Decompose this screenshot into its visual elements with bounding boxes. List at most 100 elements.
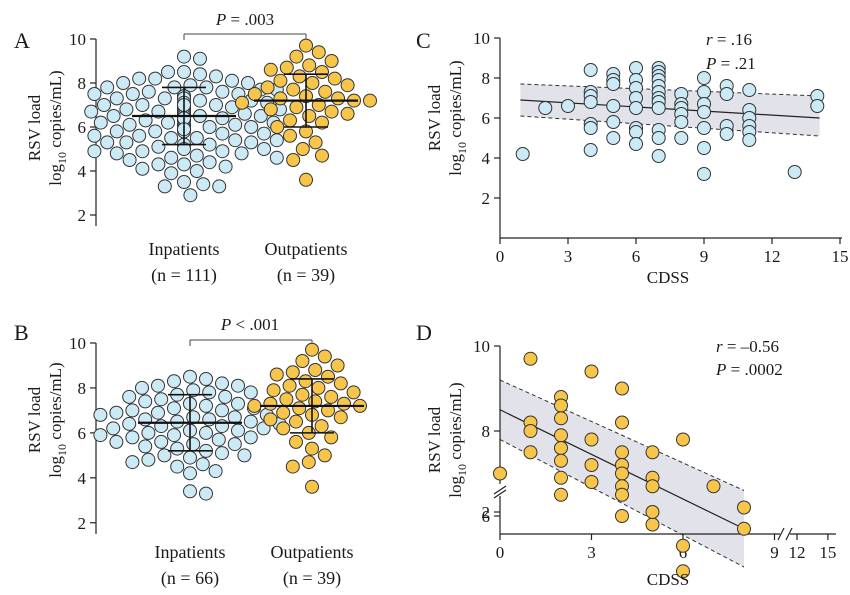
panel-b-point-g0-31 <box>106 421 121 436</box>
panel-a-point-g0-104 <box>183 188 198 203</box>
panel-c-point-15 <box>606 131 621 145</box>
panel-c-point-61 <box>810 99 825 113</box>
panel-a-point-g0-40 <box>84 104 99 119</box>
panel-a-point-g0-31 <box>135 98 150 112</box>
panel-a-point-g1-2 <box>289 49 304 64</box>
panel-a-point-g0-26 <box>193 93 207 108</box>
panel-a-point-g1-31 <box>270 120 285 134</box>
panel-a-point-g1-0 <box>299 38 313 53</box>
panel-a-point-g0-93 <box>202 155 217 170</box>
panel-d-point-23 <box>615 487 629 502</box>
panel-c-xlabel: CDSS <box>647 268 690 287</box>
panel-b-point-g0-59 <box>231 423 245 438</box>
panel-a-point-g0-77 <box>269 133 284 148</box>
panel-c-point-52 <box>719 127 734 141</box>
panel-c-point-23 <box>629 137 643 151</box>
panel-d-point-9 <box>554 441 568 455</box>
panel-c-xtick-label-6: 6 <box>632 247 641 266</box>
panel-label-b: B <box>14 320 29 345</box>
panel-a-point-g0-94 <box>177 157 191 172</box>
panel-a-point-g0-99 <box>164 166 179 181</box>
panel-a-point-g0-87 <box>234 146 249 161</box>
panel-a-point-g0-32 <box>97 98 111 112</box>
panel-a-point-g0-76 <box>228 133 243 148</box>
panel-b-point-g1-18 <box>337 396 351 411</box>
panel-a-point-g0-91 <box>269 150 284 165</box>
panel-a-point-g0-88 <box>109 146 124 161</box>
panel-a-point-g0-39 <box>151 104 166 119</box>
panel-c-point-45 <box>697 105 711 119</box>
panel-a-point-g0-4 <box>193 67 207 82</box>
panel-b-point-g1-3 <box>330 358 345 373</box>
panel-a-point-g0-11 <box>183 78 198 93</box>
panel-b-n-inpatients: (n = 66) <box>161 568 219 589</box>
panel-b-point-g1-28 <box>289 414 303 429</box>
panel-a-point-g0-3 <box>161 65 175 79</box>
panel-d-point-14 <box>584 432 599 447</box>
panel-c-xtick-label-0: 0 <box>496 247 505 266</box>
panel-b-point-g0-22 <box>202 412 217 427</box>
panel-a-point-g0-30 <box>209 98 223 112</box>
panel-b-point-g0-50 <box>170 459 185 474</box>
panel-b-point-g0-13 <box>231 396 245 411</box>
panel-a-point-g1-26 <box>324 104 339 119</box>
panel-c-point-16 <box>629 61 643 75</box>
panel-a-point-g0-97 <box>135 161 150 176</box>
panel-b-point-g1-32 <box>324 430 339 445</box>
panel-a-group-label-outpatients: Outpatients <box>265 239 348 259</box>
panel-c-ylabel: RSV load log10 copies/mL) <box>425 60 469 175</box>
panel-a-point-g0-2 <box>177 65 191 79</box>
panel-b-ytick-label-6: 6 <box>78 424 87 443</box>
panel-a-point-g0-68 <box>109 124 124 139</box>
panel-c-point-43 <box>697 85 711 99</box>
panel-b-point-g0-1 <box>199 372 213 386</box>
panel-b-point-g0-52 <box>183 466 197 481</box>
panel-b-point-g1-26 <box>333 410 348 425</box>
panel-b-point-g0-48 <box>141 452 156 467</box>
panel-d-y-break-mark-1 <box>493 485 507 495</box>
panel-a-point-g0-92 <box>122 153 137 167</box>
panel-a-ylabel: RSV load log10 copies/mL) <box>25 70 69 185</box>
panel-c-point-2 <box>561 99 575 113</box>
panel-a-point-g0-14 <box>100 80 115 95</box>
panel-d-point-33 <box>706 479 721 494</box>
panel-a-point-g0-85 <box>215 144 230 159</box>
panel-d-xtick-label-12: 12 <box>789 543 806 562</box>
panel-d-point-15 <box>584 458 599 472</box>
panel-a-ytick-label-10: 10 <box>69 30 86 49</box>
panel-a-point-g0-100 <box>177 175 191 189</box>
panel-c-point-6 <box>583 95 598 109</box>
panel-a-point-g0-6 <box>148 71 163 86</box>
panel-a-point-g0-73 <box>87 128 102 143</box>
panel-b-point-g0-16 <box>215 403 229 418</box>
panel-b-point-g0-11 <box>138 394 153 409</box>
panel-a-point-g0-8 <box>225 73 239 88</box>
panel-c-ci-upper <box>520 83 820 97</box>
panel-d-xtick-label-15: 15 <box>819 543 836 562</box>
panel-d-annotation-r: r = –0.56 <box>716 337 779 356</box>
panel-c-point-53 <box>742 83 757 97</box>
panel-a-point-g1-12 <box>340 78 355 93</box>
panel-a-point-g1-24 <box>289 100 304 115</box>
panel-c-point-41 <box>674 131 689 145</box>
panel-a-point-g0-56 <box>93 115 108 130</box>
panel-a-point-g1-4 <box>302 58 317 73</box>
panel-b-point-g0-5 <box>135 380 149 395</box>
panel-d-ytick-label-4: 4 <box>482 592 491 595</box>
panel-d-point-21 <box>615 466 629 481</box>
panel-a-point-g0-36 <box>119 102 134 117</box>
panel-a-point-g0-103 <box>212 179 227 194</box>
panel-a-point-g0-7 <box>132 71 147 86</box>
panel-b-point-g0-2 <box>167 374 181 389</box>
panel-a-chart: RSV load log10 copies/mL) 2 4 6 8 10 Inpatie… <box>25 10 377 286</box>
panel-a-point-g0-90 <box>164 150 179 165</box>
panel-b-point-g1-36 <box>301 455 316 470</box>
panel-c-point-9 <box>583 143 598 157</box>
panel-a-point-g1-1 <box>311 45 326 60</box>
panel-d-point-10 <box>554 453 568 468</box>
panel-d-point-0 <box>493 466 507 481</box>
panel-b-point-g0-4 <box>151 378 165 393</box>
panel-c-point-46 <box>697 121 711 135</box>
panel-a-point-g0-83 <box>257 142 271 156</box>
panel-c-ytick-label-4: 4 <box>482 149 491 168</box>
